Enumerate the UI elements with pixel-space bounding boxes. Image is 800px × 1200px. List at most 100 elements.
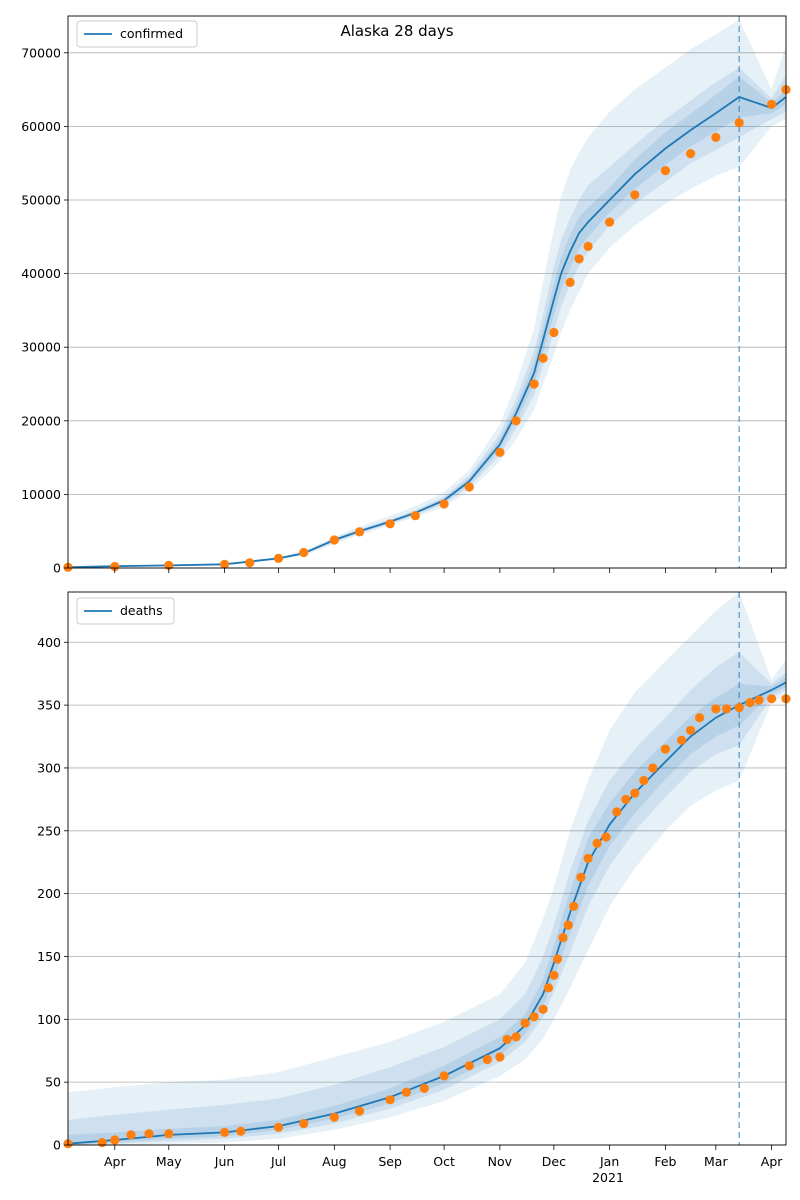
x-tick-label: Jul bbox=[270, 1154, 286, 1169]
y-tick-label-confirmed: 0 bbox=[53, 561, 61, 576]
data-point-deaths bbox=[583, 853, 593, 864]
y-tick-label-deaths: 250 bbox=[37, 823, 61, 838]
data-point-confirmed bbox=[630, 190, 640, 200]
x-tick-label: May bbox=[156, 1154, 182, 1169]
data-point-confirmed bbox=[220, 559, 230, 569]
data-point-deaths bbox=[126, 1130, 136, 1140]
data-point-confirmed bbox=[354, 527, 365, 537]
data-point-deaths bbox=[511, 1032, 521, 1042]
data-point-deaths bbox=[502, 1034, 512, 1044]
data-point-confirmed bbox=[464, 482, 474, 492]
band-inner-confirmed bbox=[68, 76, 786, 568]
data-point-deaths bbox=[745, 698, 755, 708]
data-point-deaths bbox=[385, 1095, 395, 1105]
confirmed-legend: confirmed bbox=[76, 20, 198, 48]
deaths-plot-area: 0 50 100 150 200 250 300 350 400 Apr May Jun Jul Aug S… bbox=[37, 591, 791, 1169]
data-point-deaths bbox=[734, 703, 744, 713]
band-mid-deaths bbox=[68, 652, 786, 1145]
data-point-deaths bbox=[97, 1137, 107, 1148]
axes-frame-confirmed bbox=[67, 15, 787, 569]
confirmed-plot-area: 0 10000 20000 30000 40000 50000 60000 70000 bbox=[21, 15, 791, 576]
y-tick-label-confirmed: 40000 bbox=[21, 266, 61, 281]
x-tick-label: Mar bbox=[704, 1154, 728, 1169]
data-point-deaths bbox=[401, 1087, 411, 1097]
data-point-deaths bbox=[621, 794, 631, 805]
x-tick-label: Feb bbox=[654, 1154, 676, 1169]
x-tick-label: Dec bbox=[542, 1154, 566, 1169]
x-tick-label: Apr bbox=[104, 1154, 126, 1169]
figure-title: Alaska 28 days bbox=[340, 22, 453, 40]
data-point-confirmed bbox=[299, 547, 309, 558]
series-line-confirmed bbox=[67, 96, 787, 569]
data-point-confirmed bbox=[686, 149, 696, 159]
data-point-deaths bbox=[601, 832, 611, 842]
y-tick-label-deaths: 50 bbox=[45, 1075, 61, 1090]
data-point-deaths bbox=[660, 744, 671, 754]
y-tick-label-confirmed: 20000 bbox=[21, 413, 61, 428]
data-point-deaths bbox=[299, 1119, 309, 1129]
x-tick-label: Oct bbox=[433, 1154, 455, 1169]
data-point-deaths bbox=[543, 983, 554, 993]
data-point-confirmed bbox=[711, 132, 721, 142]
deaths-legend: deaths bbox=[76, 597, 175, 625]
data-point-deaths bbox=[329, 1112, 339, 1122]
x-tick-label: Sep bbox=[378, 1154, 402, 1169]
axes-frame-deaths bbox=[67, 591, 787, 1146]
data-point-deaths bbox=[695, 713, 705, 723]
y-tick-label-deaths: 400 bbox=[37, 635, 61, 650]
data-point-confirmed bbox=[529, 379, 539, 389]
legend-label-confirmed: confirmed bbox=[120, 26, 183, 41]
data-point-deaths bbox=[164, 1129, 174, 1139]
series-line-deaths bbox=[67, 681, 787, 1145]
x-tick-label: Apr bbox=[761, 1154, 783, 1169]
data-point-deaths bbox=[236, 1126, 246, 1136]
data-point-deaths bbox=[677, 735, 687, 745]
data-point-confirmed bbox=[574, 254, 584, 264]
data-point-deaths bbox=[612, 807, 622, 817]
data-point-confirmed bbox=[583, 241, 593, 251]
data-point-deaths bbox=[563, 920, 573, 930]
data-point-deaths bbox=[722, 704, 732, 714]
data-point-confirmed bbox=[565, 277, 575, 287]
data-point-deaths bbox=[576, 872, 586, 882]
band-inner-deaths bbox=[68, 677, 786, 1145]
data-point-deaths bbox=[549, 970, 559, 980]
data-point-deaths bbox=[482, 1054, 492, 1065]
data-point-deaths bbox=[630, 788, 640, 798]
y-tick-label-deaths: 100 bbox=[37, 1012, 61, 1027]
data-point-confirmed bbox=[110, 561, 120, 572]
data-point-deaths bbox=[464, 1061, 474, 1071]
data-point-deaths bbox=[144, 1129, 154, 1139]
data-point-confirmed bbox=[495, 447, 505, 457]
data-point-deaths bbox=[754, 695, 764, 705]
y-tick-label-deaths: 200 bbox=[37, 886, 61, 901]
data-point-confirmed bbox=[439, 499, 449, 509]
y-tick-label-confirmed: 70000 bbox=[21, 45, 61, 60]
y-tick-label-confirmed: 30000 bbox=[21, 340, 61, 355]
band-mid-confirmed bbox=[68, 67, 786, 568]
data-point-deaths bbox=[711, 704, 721, 714]
data-point-deaths bbox=[110, 1135, 120, 1145]
y-tick-label-confirmed: 50000 bbox=[21, 193, 61, 208]
data-point-deaths bbox=[439, 1071, 449, 1081]
x-tick-label: Nov bbox=[488, 1154, 513, 1169]
data-point-confirmed bbox=[660, 166, 671, 176]
data-point-deaths bbox=[558, 933, 568, 943]
data-point-confirmed bbox=[605, 217, 615, 227]
data-point-confirmed bbox=[549, 327, 559, 338]
band-outer-deaths bbox=[68, 592, 786, 1145]
y-tick-label-confirmed: 10000 bbox=[21, 487, 61, 502]
data-point-deaths bbox=[220, 1127, 230, 1137]
data-point-deaths bbox=[648, 763, 658, 773]
x-tick-label: Jan bbox=[599, 1154, 619, 1169]
deaths-panel: 0 50 100 150 200 250 300 350 400 Apr May Jun Jul Aug S… bbox=[37, 591, 791, 1185]
y-tick-label-deaths: 350 bbox=[37, 698, 61, 713]
y-tick-label-deaths: 0 bbox=[53, 1138, 61, 1153]
data-point-deaths bbox=[273, 1122, 284, 1132]
data-point-deaths bbox=[686, 725, 696, 735]
data-point-deaths bbox=[569, 901, 579, 911]
data-point-confirmed bbox=[734, 118, 744, 128]
x-year-label: 2021 bbox=[592, 1170, 624, 1185]
data-point-deaths bbox=[592, 838, 602, 849]
